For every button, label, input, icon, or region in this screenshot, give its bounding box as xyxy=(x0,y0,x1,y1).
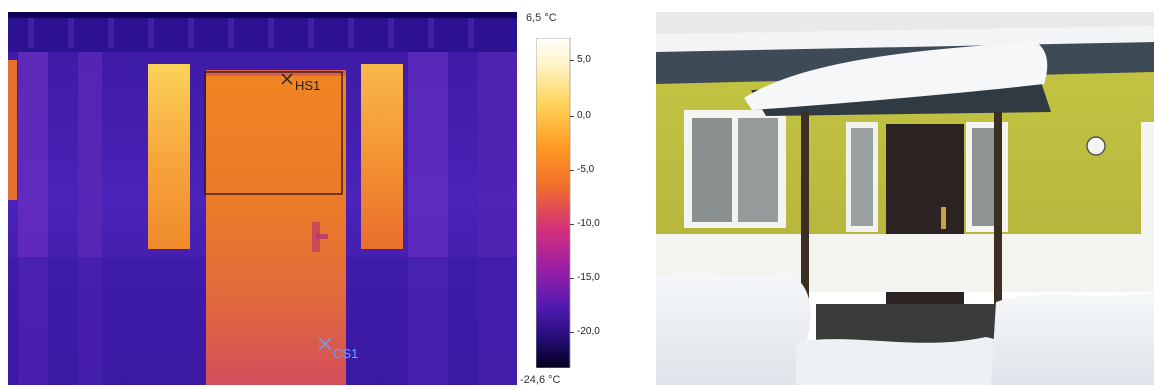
snow-right xyxy=(991,292,1154,385)
hotspot-label: HS1 xyxy=(295,78,321,93)
scale-tick-label: -20,0 xyxy=(577,326,600,337)
thermal-door xyxy=(206,70,346,385)
scale-tick-label: 0,0 xyxy=(577,110,591,121)
temperature-scale: 6,5 °C 5,0 0,0 -5,0 -10,0 -15,0 -20,0 -2… xyxy=(520,12,600,387)
hotspot-marker xyxy=(281,73,293,85)
visual-photo xyxy=(656,12,1154,385)
measurement-box xyxy=(204,71,343,195)
snow-front xyxy=(796,337,1020,385)
scale-tick-label: -10,0 xyxy=(577,218,600,229)
scale-tick-label: -15,0 xyxy=(577,272,600,283)
thermal-right-window xyxy=(361,64,403,249)
coldspot-marker xyxy=(318,337,332,351)
snow-left xyxy=(656,272,811,385)
scale-max-label: 6,5 °C xyxy=(526,12,557,24)
thermal-left-window xyxy=(148,64,190,249)
thermal-image: HS1 CS1 xyxy=(8,12,517,385)
scale-bar xyxy=(536,38,571,368)
scale-tick-label: 5,0 xyxy=(577,54,591,65)
wall-sign xyxy=(1086,136,1106,156)
door-handle xyxy=(941,207,946,229)
scale-min-label: -24,6 °C xyxy=(520,374,561,386)
visual-photo-svg xyxy=(656,12,1154,385)
canopy-post-left xyxy=(801,112,809,327)
scale-tick-label: -5,0 xyxy=(577,164,595,175)
entrance-step xyxy=(816,304,996,344)
canopy-post-right xyxy=(994,112,1002,332)
coldspot-label: CS1 xyxy=(333,346,359,361)
thermal-image-svg xyxy=(8,12,517,385)
